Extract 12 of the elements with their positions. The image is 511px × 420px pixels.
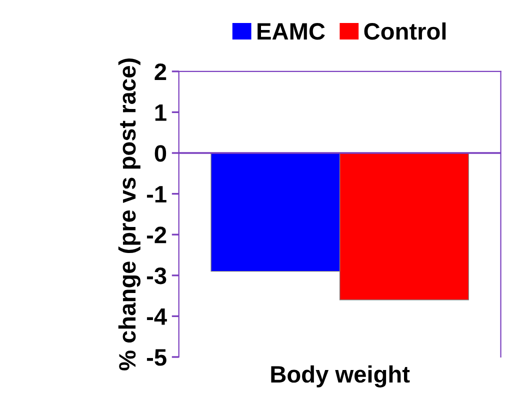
y-tick-label: -3 bbox=[146, 267, 166, 284]
y-tick-label: -4 bbox=[146, 308, 167, 325]
y-tick-label: -2 bbox=[146, 226, 166, 244]
y-tick-label: -5 bbox=[146, 349, 166, 366]
y-tick-label: 1 bbox=[155, 104, 166, 121]
legend-label: Control bbox=[364, 22, 446, 40]
y-tick-label: -1 bbox=[146, 186, 166, 202]
legend-label: EAMC bbox=[258, 23, 325, 40]
x-tick-label: Body weight bbox=[271, 365, 410, 388]
y-axis-title: % change (pre vs post race) bbox=[118, 58, 140, 370]
y-tick-label: 2 bbox=[154, 63, 166, 80]
y-tick-label: 0 bbox=[154, 145, 166, 162]
